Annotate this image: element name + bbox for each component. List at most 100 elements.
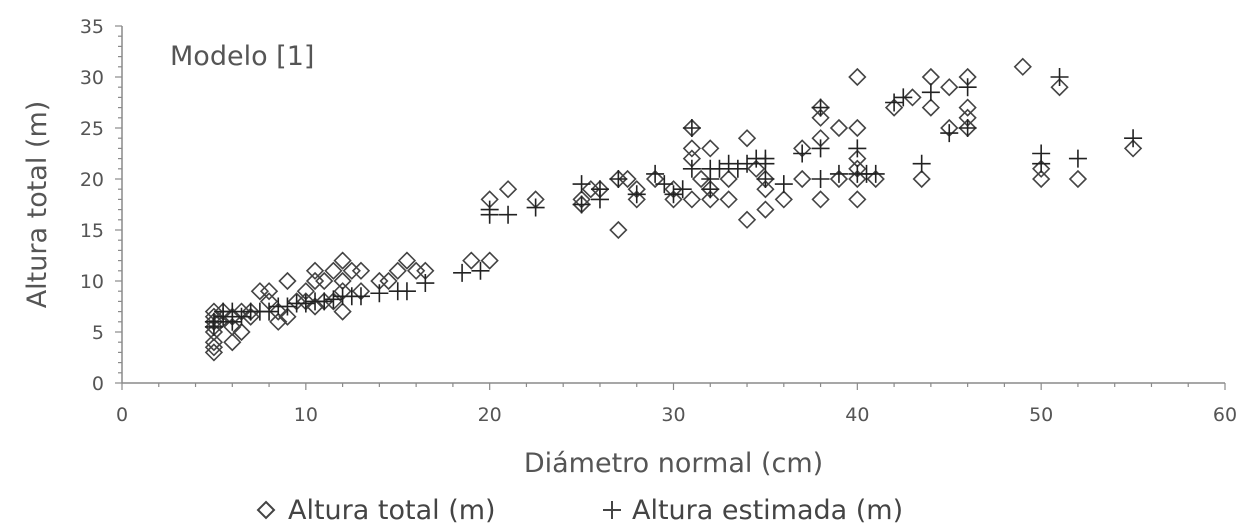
data-point-altura-estimada <box>232 307 251 326</box>
x-tick-label: 30 <box>661 404 685 426</box>
data-point-altura-estimada <box>958 119 977 137</box>
data-point-altura-total <box>333 302 352 321</box>
data-point-altura-total <box>903 88 922 107</box>
data-point-altura-estimada <box>866 164 885 183</box>
data-point-altura-estimada <box>1124 129 1143 148</box>
data-point-altura-total <box>462 251 481 270</box>
x-tick-label: 50 <box>1029 404 1053 426</box>
data-point-altura-total <box>719 169 738 189</box>
data-point-altura-estimada <box>351 287 370 306</box>
data-point-altura-total <box>627 190 646 209</box>
data-point-altura-total <box>1032 169 1051 189</box>
y-tick-label: 10 <box>80 271 104 293</box>
data-point-altura-total <box>351 261 371 280</box>
data-point-altura-total <box>701 190 720 209</box>
data-point-altura-total <box>645 169 665 189</box>
data-point-altura-estimada <box>848 139 867 158</box>
data-point-altura-total <box>756 180 775 199</box>
data-point-altura-estimada <box>296 294 315 313</box>
plot-area: 0 10 20 30 40 50 60 0 5 10 15 20 25 30 35 <box>80 16 1237 426</box>
data-point-altura-total <box>691 169 711 189</box>
data-point-altura-total <box>1068 169 1088 189</box>
data-point-altura-estimada <box>397 282 416 301</box>
data-point-altura-estimada <box>728 159 747 178</box>
data-point-altura-estimada <box>572 175 591 194</box>
data-point-altura-estimada <box>912 154 931 173</box>
data-point-altura-estimada <box>774 175 793 194</box>
data-point-altura-estimada <box>655 175 674 194</box>
y-tick-label: 35 <box>80 16 104 38</box>
data-point-altura-estimada <box>526 198 545 217</box>
data-point-altura-total <box>958 98 977 117</box>
data-point-altura-total <box>581 180 600 199</box>
data-point-altura-total <box>305 261 325 280</box>
data-point-altura-estimada <box>416 274 435 293</box>
data-point-altura-total <box>682 139 702 158</box>
data-point-altura-estimada <box>682 159 701 178</box>
data-point-altura-total <box>848 67 867 87</box>
data-point-altura-estimada <box>627 185 646 204</box>
data-point-altura-total <box>204 343 224 362</box>
y-tick-label: 30 <box>80 67 104 89</box>
data-point-altura-estimada <box>590 180 609 199</box>
data-point-altura-total <box>305 271 325 291</box>
data-point-altura-estimada <box>572 195 591 214</box>
data-point-altura-estimada <box>315 292 334 311</box>
data-point-altura-estimada <box>921 83 940 102</box>
data-point-altura-total <box>342 261 361 280</box>
data-point-altura-total <box>498 180 518 199</box>
legend-item-altura-total: Altura total (m) <box>256 495 496 526</box>
data-point-altura-total <box>480 251 499 270</box>
data-point-altura-total <box>1050 78 1069 97</box>
data-point-altura-estimada <box>324 290 343 309</box>
data-point-altura-total <box>232 322 251 342</box>
data-point-altura-total <box>223 333 242 352</box>
legend-label-altura-total: Altura total (m) <box>288 495 496 526</box>
legend: Altura total (m) Altura estimada (m) <box>256 495 903 526</box>
y-axis-title: Altura total (m) <box>22 101 53 309</box>
model-annotation: Modelo [1] <box>170 41 314 72</box>
y-axis-ticks: 0 5 10 15 20 25 30 35 <box>80 16 122 395</box>
data-point-altura-total <box>737 129 757 148</box>
data-point-altura-total <box>747 159 766 178</box>
data-point-altura-estimada <box>682 119 701 137</box>
data-point-altura-total <box>866 169 885 189</box>
data-point-altura-total <box>407 261 426 280</box>
y-tick-label: 15 <box>80 220 104 242</box>
data-point-altura-estimada <box>811 139 830 158</box>
data-point-altura-total <box>737 210 757 229</box>
data-point-altura-estimada <box>811 170 830 188</box>
data-point-altura-estimada <box>609 170 628 188</box>
data-point-altura-estimada <box>664 185 683 204</box>
x-tick-label: 10 <box>294 404 318 426</box>
data-point-altura-total <box>664 190 683 209</box>
data-point-altura-total <box>848 169 867 189</box>
data-point-altura-estimada <box>480 200 499 219</box>
data-point-altura-total <box>269 312 288 331</box>
data-point-altura-estimada <box>701 180 720 199</box>
legend-plus-icon <box>603 501 621 519</box>
data-point-altura-total <box>324 261 343 280</box>
data-point-altura-estimada <box>710 159 729 178</box>
x-axis-ticks: 0 10 20 30 40 50 60 <box>116 383 1237 426</box>
data-point-altura-estimada <box>673 180 692 199</box>
data-point-altura-estimada <box>1050 68 1069 86</box>
data-point-altura-total <box>278 307 297 326</box>
data-point-altura-estimada <box>756 170 775 188</box>
data-point-altura-total <box>848 190 867 209</box>
data-point-altura-estimada <box>885 93 904 112</box>
data-point-altura-total <box>278 271 297 291</box>
data-point-altura-total <box>719 190 738 209</box>
data-point-altura-estimada <box>1032 144 1051 163</box>
data-point-altura-total <box>921 98 940 117</box>
data-point-altura-total <box>204 338 224 357</box>
data-point-altura-estimada <box>940 124 959 143</box>
data-point-altura-total <box>912 169 931 189</box>
data-point-altura-total <box>379 271 398 291</box>
data-point-altura-total <box>609 220 628 240</box>
data-point-altura-total <box>259 282 279 301</box>
data-point-altura-total <box>793 169 812 189</box>
x-tick-label: 60 <box>1213 404 1237 426</box>
data-point-altura-total <box>921 67 940 87</box>
